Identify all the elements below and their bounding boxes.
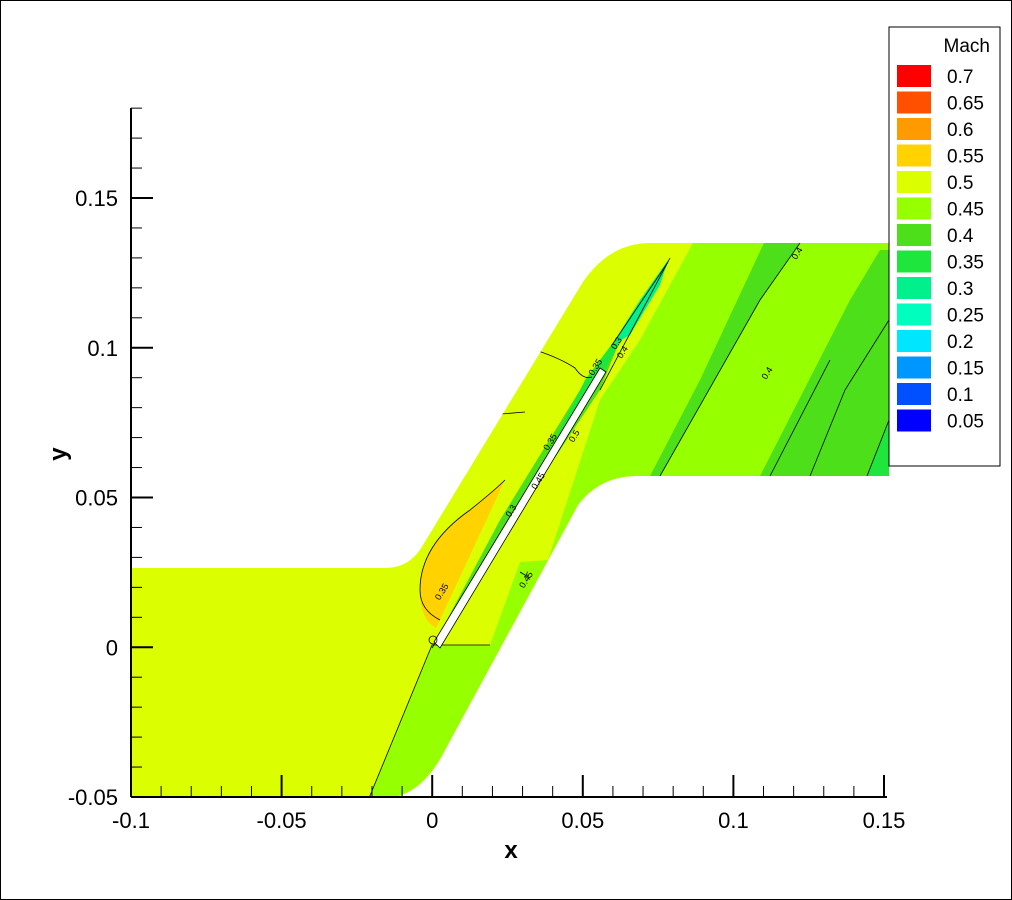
- contour-line: [769, 359, 831, 477]
- legend: Mach 0.7 0.65 0.6 0.55 0.5 0.45 0.4 0.35 0.3 0.25…: [888, 26, 1001, 467]
- contour-line: [519, 571, 531, 579]
- legend-label: 0.7: [947, 67, 973, 88]
- y-tick-label: 0.1: [87, 336, 118, 361]
- legend-label: 0.1: [947, 385, 973, 406]
- legend-swatch: [897, 171, 931, 193]
- legend-label: 0.35: [947, 253, 984, 274]
- contour-line: [611, 261, 669, 346]
- y-tick-label: -0.05: [68, 785, 118, 810]
- contour-line: [866, 419, 889, 477]
- legend-swatch: [897, 330, 931, 352]
- x-tick-label: 0.05: [561, 808, 604, 833]
- legend-label: 0.45: [947, 200, 984, 221]
- legend-swatch: [897, 356, 931, 379]
- legend-swatch: [897, 383, 931, 405]
- legend-label: 0.25: [947, 306, 984, 327]
- legend-swatch: [897, 118, 931, 140]
- x-tick-label: 0.1: [718, 808, 749, 833]
- y-tick-label: 0.15: [75, 186, 118, 211]
- legend-label: 0.5: [947, 173, 973, 194]
- y-tick-label: 0: [106, 635, 118, 660]
- x-tick-label: -0.1: [112, 808, 150, 833]
- y-ticks: -0.05 0 0.05 0.1 0.15: [68, 107, 153, 810]
- legend-label: 0.4: [947, 226, 974, 247]
- y-tick-label: 0.05: [75, 486, 118, 511]
- contour-line: [599, 257, 671, 391]
- contour-lines: [359, 243, 889, 797]
- axes: -0.1 -0.05 0 0.05 0.1 0.15 -0.0500.050.10.15 …: [45, 107, 905, 864]
- legend-title: Mach: [944, 36, 990, 57]
- contour-line: [419, 479, 506, 621]
- contour-line: [534, 349, 593, 378]
- x-ticks: -0.1 -0.05 0 0.05 0.1 0.15: [112, 775, 905, 833]
- contour-line: [809, 319, 889, 477]
- legend-label: 0.55: [947, 147, 984, 168]
- x-tick-label: 0.15: [863, 808, 906, 833]
- legend-swatch: [897, 197, 931, 220]
- x-tick-label: -0.05: [257, 808, 307, 833]
- legend-swatch: [897, 277, 931, 299]
- legend-label: 0.15: [947, 359, 984, 380]
- legend-label: 0.6: [947, 120, 973, 141]
- legend-label: 0.3: [947, 279, 973, 300]
- legend-swatch: [897, 65, 931, 87]
- leading-edge-marker: [428, 635, 438, 645]
- legend-swatch: [897, 91, 931, 114]
- x-axis-title: x: [504, 837, 518, 864]
- legend-swatch: [897, 144, 931, 167]
- y-axis-title: y: [45, 447, 72, 461]
- legend-swatch: [897, 303, 931, 326]
- legend-items: 0.7 0.65 0.6 0.55 0.5 0.45 0.4 0.35 0.3 0.25 0.2 0.…: [897, 65, 984, 433]
- field-band-0.4-right: [760, 250, 889, 476]
- legend-swatch: [897, 250, 931, 273]
- contour-line: [659, 243, 801, 477]
- airfoil-body: [433, 367, 607, 649]
- legend-swatch: [897, 224, 931, 246]
- x-tick-label: 0: [426, 808, 438, 833]
- legend-label: 0.65: [947, 94, 984, 115]
- legend-label: 0.2: [947, 332, 973, 353]
- legend-label: 0.05: [947, 412, 984, 433]
- field-region-0.55: [420, 480, 505, 628]
- legend-swatch: [897, 409, 931, 432]
